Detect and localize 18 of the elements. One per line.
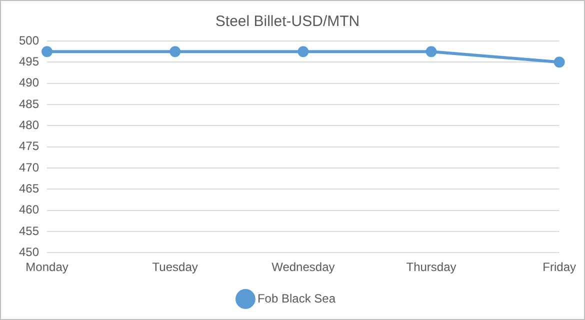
x-tick-label: Monday	[26, 260, 68, 274]
y-tick-label: 460	[18, 202, 40, 217]
x-tick-label: Wednesday	[272, 260, 335, 274]
y-tick-label: 450	[18, 244, 40, 259]
y-tick-label: 490	[18, 76, 40, 90]
y-tick-label: 475	[18, 139, 40, 154]
y-tick-label: 480	[18, 118, 40, 132]
chart-title: Steel Billet-USD/MTN	[215, 13, 360, 30]
y-tick-label: 485	[18, 96, 40, 111]
y-tick-label: 455	[18, 224, 40, 238]
y-tick-label: 470	[18, 160, 40, 174]
x-tick-label: Tuesday	[152, 260, 198, 274]
legend-label: Fob Black Sea	[257, 291, 336, 306]
y-tick-label: 495	[18, 54, 40, 68]
x-tick-label: Thursday	[406, 260, 456, 274]
y-tick-label: 465	[18, 181, 40, 196]
x-tick-label: Friday	[542, 260, 576, 274]
y-tick-label: 500	[18, 33, 40, 48]
